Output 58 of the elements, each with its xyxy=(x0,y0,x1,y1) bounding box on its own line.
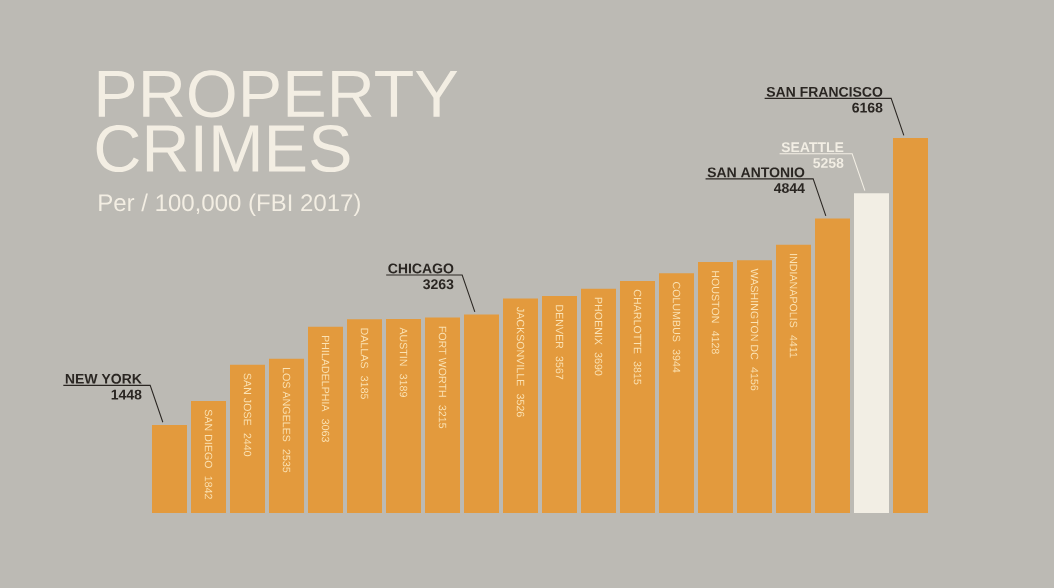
bar xyxy=(737,260,772,513)
x-tick-label: DENVER xyxy=(555,305,564,349)
bar xyxy=(698,262,733,513)
bar xyxy=(581,288,616,513)
x-tick-label: COLUMBUS xyxy=(672,282,681,342)
text: SAN FRANCISCO xyxy=(766,86,883,97)
x-tick-label: PHILADELPHIA xyxy=(321,335,330,412)
data-label: 2535 xyxy=(282,449,291,473)
bar xyxy=(854,193,889,513)
bar xyxy=(503,298,538,513)
data-label: 3063 xyxy=(321,419,330,442)
text: NEW YORK xyxy=(65,373,142,384)
data-label: 2440 xyxy=(243,433,252,457)
data-label: 4411 xyxy=(789,335,798,358)
bar xyxy=(308,326,344,513)
bar xyxy=(191,400,226,513)
data-label: 3263 xyxy=(423,279,454,290)
annotation: SAN ANTONIO xyxy=(707,167,805,178)
bar xyxy=(542,296,577,513)
data-label: 6168 xyxy=(852,102,883,113)
x-tick-label: AUSTIN xyxy=(399,327,408,366)
data-label: 1448 xyxy=(111,389,142,400)
data-label: 4128 xyxy=(711,330,720,354)
x-tick-label: JACKSONVILLE xyxy=(516,307,525,386)
x-tick-label: LOS ANGELES xyxy=(282,368,291,442)
bar xyxy=(620,281,655,513)
x-tick-label: SAN DIEGO xyxy=(204,409,213,469)
data-label: 3526 xyxy=(516,393,525,417)
x-tick-label: INDIANAPOLIS xyxy=(789,254,798,328)
bar xyxy=(659,273,694,513)
bar xyxy=(152,424,188,513)
x-tick-label: HOUSTON xyxy=(711,271,720,323)
bar xyxy=(386,319,422,513)
annotation: CHICAGO xyxy=(388,263,454,274)
bar xyxy=(230,364,265,513)
x-tick-label: WASHINGTON DC xyxy=(750,268,759,360)
bar xyxy=(815,218,850,513)
data-label: 3815 xyxy=(633,361,642,385)
bar xyxy=(347,319,383,513)
data-label: 3567 xyxy=(555,356,564,380)
x-tick-label: FORT WORTH xyxy=(438,326,447,397)
data-label: 3189 xyxy=(399,374,408,397)
data-label: 3215 xyxy=(438,405,447,429)
bar xyxy=(464,314,499,513)
x-tick-label: PHOENIX xyxy=(594,297,603,345)
bar xyxy=(425,317,460,513)
data-label: 3690 xyxy=(594,352,603,376)
bar xyxy=(893,137,928,513)
x-tick-label: DALLAS xyxy=(360,328,369,369)
data-label: 3185 xyxy=(360,376,369,399)
x-tick-label: SAN JOSE xyxy=(243,373,252,426)
data-label: 4156 xyxy=(750,367,759,391)
bar xyxy=(269,358,305,513)
data-label: 4844 xyxy=(773,183,805,194)
bar xyxy=(776,244,811,513)
data-label: 3944 xyxy=(672,349,681,373)
data-label: 1842 xyxy=(204,476,213,499)
x-tick-label: CHARLOTTE xyxy=(633,289,642,354)
